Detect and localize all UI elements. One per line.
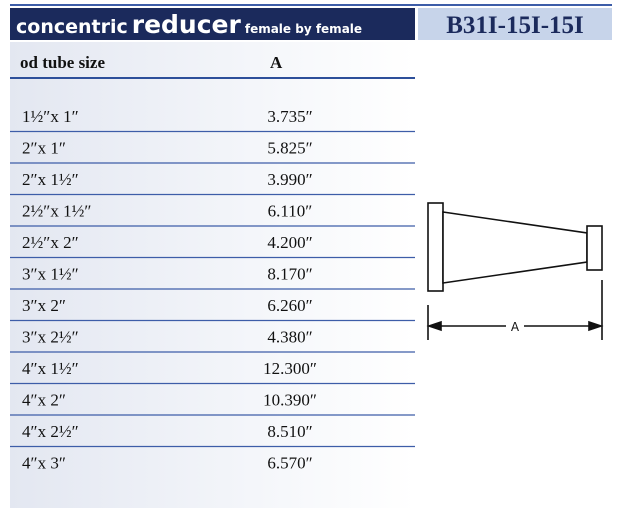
value-cell: 5.825″ — [267, 138, 312, 157]
size-cell: 2″x 1½″ — [22, 170, 79, 189]
size-cell: 4″x 1½″ — [22, 359, 79, 378]
size-cell: 2½″x 1½″ — [22, 201, 91, 220]
size-cell: 4″x 2½″ — [22, 422, 79, 441]
value-cell: 6.110″ — [268, 201, 313, 220]
right-flange — [586, 225, 603, 271]
value-cell: 4.200″ — [267, 233, 312, 252]
title: concentric reducer female by female — [16, 10, 362, 39]
size-cell: 3″x 2½″ — [22, 327, 79, 346]
table-rows: 1½″x 1″ 3.735″ 2″x 1″ 5.825″ 2″x 1½″ 3.990″ 2½… — [10, 107, 415, 472]
part-number: B31I-15I-15I — [446, 12, 584, 39]
value-cell: 3.735″ — [267, 107, 312, 126]
left-flange — [427, 202, 444, 292]
size-cell: 1½″x 1″ — [22, 107, 79, 126]
value-cell: 8.170″ — [267, 264, 312, 283]
title-word: reducer — [132, 10, 242, 39]
title-word: female by female — [245, 22, 362, 36]
value-cell: 8.510″ — [267, 422, 312, 441]
title-bar — [10, 8, 415, 40]
value-cell: 4.380″ — [267, 327, 312, 346]
column-header: A — [270, 53, 283, 72]
size-cell: 3″x 1½″ — [22, 264, 79, 283]
size-cell: 2″x 1″ — [22, 138, 66, 157]
value-cell: 12.300″ — [263, 359, 317, 378]
size-cell: 3″x 2″ — [22, 296, 66, 315]
dimension-label: A — [511, 320, 520, 334]
part-box — [418, 8, 612, 40]
size-cell: 2½″x 2″ — [22, 233, 79, 252]
title-word: concentric — [16, 16, 128, 38]
arrow — [588, 320, 604, 332]
arrow — [426, 320, 442, 332]
size-cell: 4″x 2″ — [22, 390, 66, 409]
value-cell: 6.260″ — [267, 296, 312, 315]
value-cell: 10.390″ — [263, 390, 317, 409]
value-cell: 3.990″ — [267, 170, 312, 189]
size-cell: 4″x 3″ — [22, 453, 66, 472]
reducer-drawing — [426, 202, 604, 340]
value-cell: 6.570″ — [267, 453, 312, 472]
table-background — [10, 42, 415, 508]
column-header: od tube size — [20, 53, 105, 72]
